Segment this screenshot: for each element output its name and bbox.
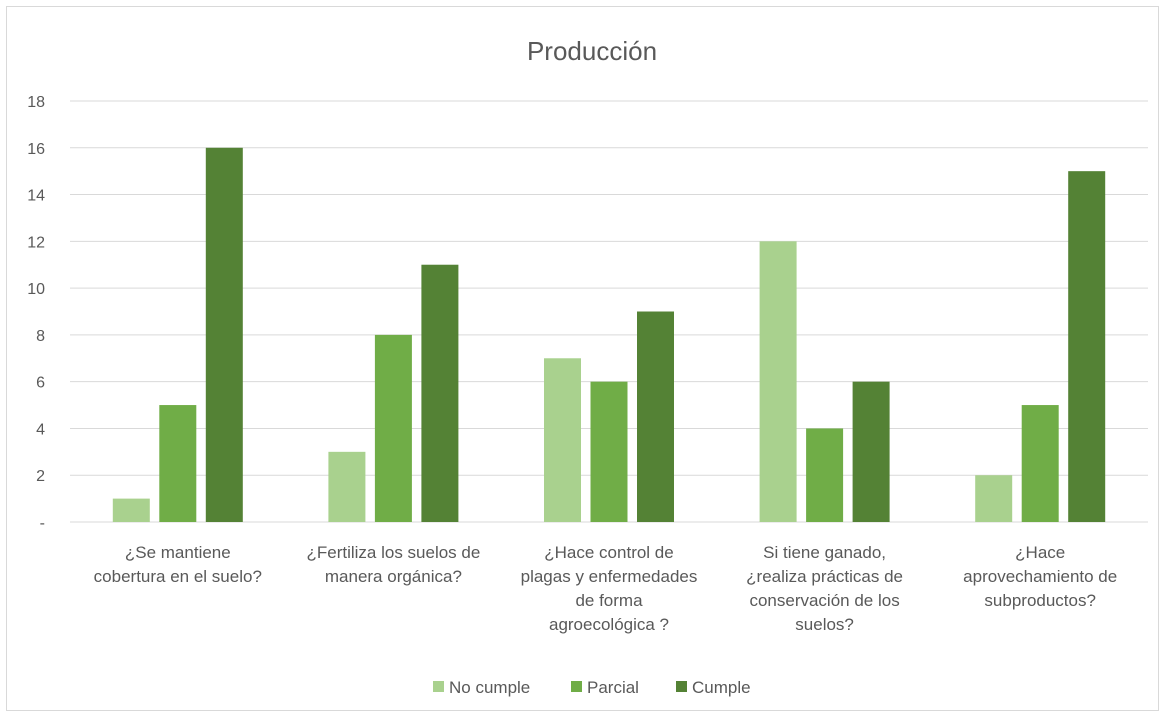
- bar-no-cumple: [544, 358, 581, 522]
- y-tick-label: 10: [27, 281, 45, 298]
- bar-parcial: [1021, 405, 1059, 522]
- y-tick-label: 16: [27, 141, 45, 158]
- gridlines: [70, 100, 1148, 523]
- legend-item: Cumple: [676, 678, 751, 697]
- x-tick-label-line: agroecológica ?: [549, 615, 669, 634]
- x-tick-label-line: de forma: [575, 591, 643, 610]
- bar-cumple: [205, 147, 243, 522]
- x-tick-label-line: manera orgánica?: [325, 567, 462, 586]
- bar-cumple: [1068, 171, 1106, 522]
- bar-cumple: [852, 381, 890, 522]
- bar-parcial: [590, 381, 628, 522]
- x-tick-label-line: ¿Se mantiene: [125, 543, 231, 562]
- x-tick-label-line: cobertura en el suelo?: [94, 567, 262, 586]
- legend-label: Parcial: [587, 678, 639, 697]
- bar-no-cumple: [759, 241, 797, 523]
- legend: No cumple Parcial Cumple: [433, 678, 751, 697]
- y-tick-label: 12: [27, 234, 45, 251]
- x-tick-label-line: ¿realiza prácticas de: [746, 567, 903, 586]
- bar-no-cumple: [112, 498, 150, 522]
- bar-cumple: [637, 311, 674, 522]
- x-tick-label-line: ¿Hace control de: [544, 543, 673, 562]
- legend-item: Parcial: [571, 678, 639, 697]
- y-tick-label: 8: [36, 328, 45, 345]
- x-tick-label-line: plagas y enfermedades: [521, 567, 698, 586]
- y-tick-label: 14: [27, 188, 45, 205]
- chart-frame: [6, 6, 1159, 711]
- x-category-label: ¿Hace aprovechamiento de subproductos?: [963, 543, 1117, 610]
- y-tick-label: 18: [27, 94, 45, 111]
- legend-item: No cumple: [433, 678, 530, 697]
- x-category-label: Si tiene ganado, ¿realiza prácticas de con…: [746, 543, 903, 634]
- x-category-label: ¿Fertiliza los suelos de manera orgánica?: [306, 543, 480, 586]
- legend-label: No cumple: [449, 678, 530, 697]
- y-tick-label: -: [40, 515, 45, 532]
- bar-parcial: [806, 428, 844, 522]
- chart-title: Producción: [527, 36, 657, 66]
- bar-cumple: [421, 264, 459, 522]
- bar-parcial: [374, 334, 412, 522]
- legend-swatch: [433, 681, 444, 692]
- y-axis: - 2 4 6 8 10 12 14 16 18: [27, 94, 45, 532]
- bars: [112, 147, 1106, 523]
- x-tick-label-line: subproductos?: [984, 591, 1096, 610]
- legend-label: Cumple: [692, 678, 751, 697]
- x-tick-label-line: aprovechamiento de: [963, 567, 1117, 586]
- x-tick-label-line: Si tiene ganado,: [763, 543, 886, 562]
- x-tick-label-line: conservación de los: [749, 591, 899, 610]
- y-tick-label: 6: [36, 375, 45, 392]
- legend-swatch: [676, 681, 687, 692]
- legend-swatch: [571, 681, 582, 692]
- y-tick-label: 2: [36, 468, 45, 485]
- bar-no-cumple: [328, 451, 366, 522]
- x-tick-label-line: ¿Hace: [1015, 543, 1065, 562]
- y-tick-label: 4: [36, 421, 45, 438]
- x-category-label: ¿Hace control de plagas y enfermedades de …: [521, 543, 698, 634]
- x-tick-label-line: ¿Fertiliza los suelos de: [306, 543, 480, 562]
- bar-no-cumple: [975, 475, 1013, 522]
- x-category-label: ¿Se mantiene cobertura en el suelo?: [94, 543, 262, 586]
- bar-parcial: [159, 405, 197, 522]
- x-axis: ¿Se mantiene cobertura en el suelo? ¿Ferti…: [94, 543, 1118, 634]
- x-tick-label-line: suelos?: [795, 615, 854, 634]
